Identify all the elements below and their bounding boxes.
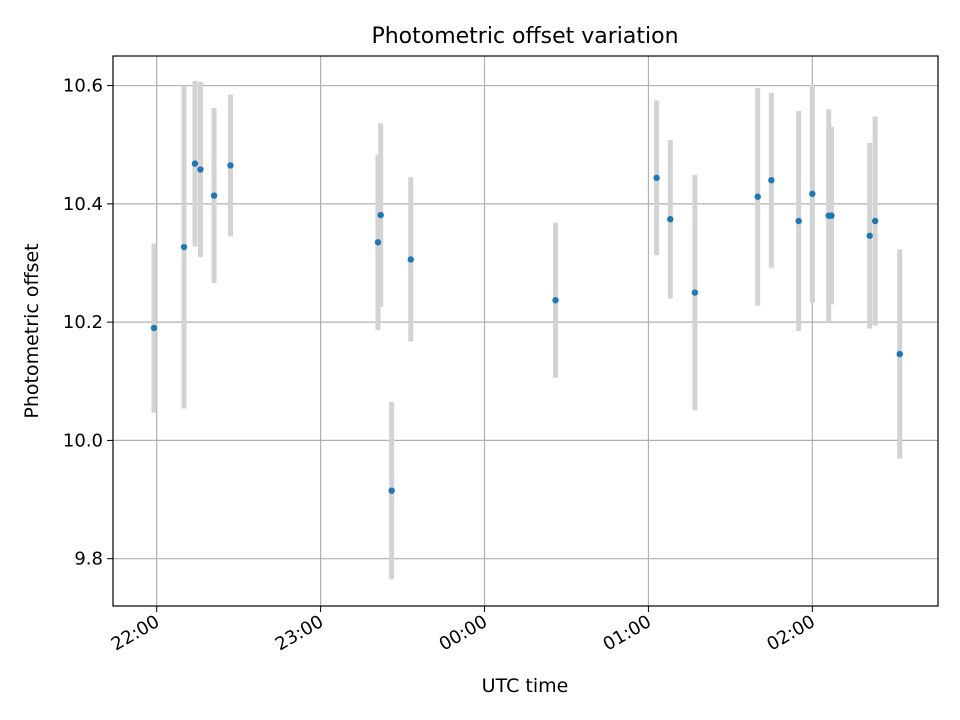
data-point bbox=[552, 297, 559, 304]
data-point bbox=[809, 190, 816, 197]
data-point bbox=[227, 162, 234, 169]
y-tick-label: 10.2 bbox=[63, 312, 103, 333]
x-axis-title: UTC time bbox=[482, 675, 569, 697]
marker-layer bbox=[150, 160, 903, 494]
data-point bbox=[871, 217, 879, 225]
data-point bbox=[407, 256, 414, 263]
chart-title: Photometric offset variation bbox=[371, 24, 678, 49]
data-point bbox=[374, 239, 382, 246]
data-point bbox=[653, 174, 660, 182]
data-point bbox=[768, 176, 775, 184]
data-point bbox=[828, 212, 835, 219]
y-axis-title: Photometric offset bbox=[21, 243, 43, 418]
y-tick-label: 10.6 bbox=[63, 76, 103, 97]
data-point bbox=[197, 166, 204, 173]
y-tick-label: 9.8 bbox=[74, 549, 103, 570]
data-point bbox=[210, 192, 218, 199]
data-point bbox=[377, 211, 384, 219]
data-point bbox=[754, 193, 761, 200]
data-point bbox=[388, 487, 395, 494]
grid-layer bbox=[113, 56, 938, 606]
y-tick-label: 10.0 bbox=[63, 430, 103, 451]
data-point bbox=[896, 350, 903, 358]
data-point bbox=[180, 243, 188, 251]
data-point bbox=[191, 160, 199, 167]
data-point bbox=[150, 324, 158, 332]
data-point bbox=[691, 289, 699, 296]
data-point bbox=[795, 217, 802, 225]
plot-frame bbox=[112, 55, 939, 607]
data-point bbox=[667, 216, 674, 223]
y-tick-label: 10.4 bbox=[63, 194, 103, 215]
data-point bbox=[866, 232, 873, 239]
